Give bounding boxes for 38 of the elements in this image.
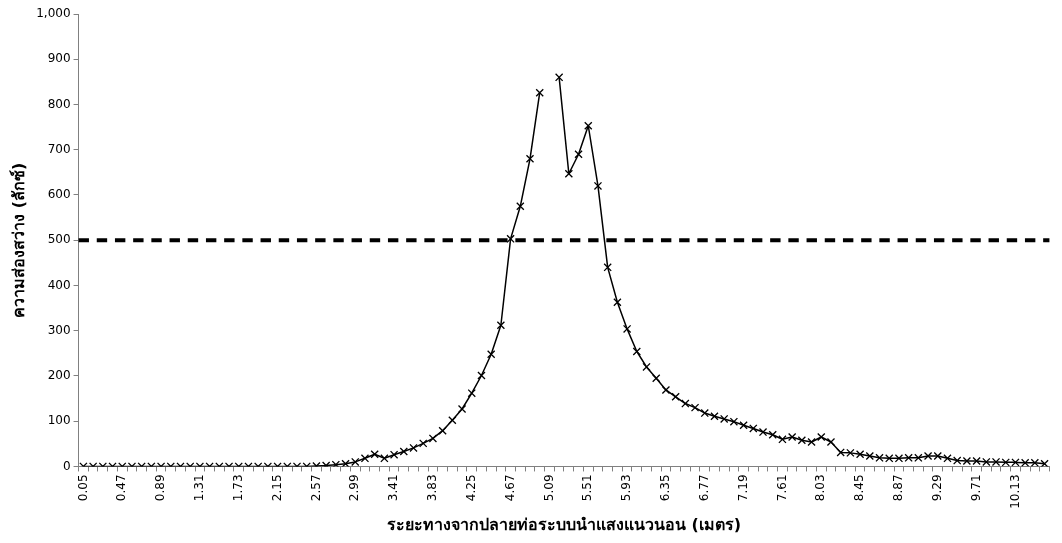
x-tick-label: 2.15 [269, 474, 284, 502]
x-tick-label: 8.45 [852, 474, 867, 502]
y-tick-label: 800 [47, 96, 71, 111]
x-tick-label: 0.47 [114, 474, 129, 502]
x-tick-label: 5.93 [619, 474, 634, 502]
x-tick-label: 8.03 [813, 474, 828, 502]
x-tick-label: 8.87 [891, 474, 906, 502]
x-tick-label: 6.77 [696, 474, 711, 502]
x-tick-label: 5.09 [541, 474, 556, 502]
x-tick-label: 7.61 [774, 474, 789, 502]
x-tick-label: 1.31 [192, 474, 207, 502]
x-tick-label: 5.51 [580, 474, 595, 502]
x-tick-label: 2.99 [347, 474, 362, 502]
y-tick-label: 700 [47, 141, 71, 156]
x-tick-label: 3.83 [425, 474, 440, 502]
y-tick-label: 200 [47, 368, 71, 383]
x-tick-label: 2.57 [308, 474, 323, 502]
x-axis-title: ระยะทางจากปลายท่อระบบนำแสงแนวนอน (เมตร) [386, 514, 742, 534]
x-tick-label: 9.29 [929, 474, 944, 502]
x-tick-label: 0.89 [153, 474, 168, 502]
x-tick-label: 1.73 [230, 474, 245, 502]
x-tick-label: 10.13 [1007, 474, 1022, 509]
y-tick-label: 0 [62, 458, 71, 473]
y-tick-label: 300 [47, 322, 71, 337]
x-tick-label: 4.25 [463, 474, 478, 502]
y-tick-label: 100 [47, 413, 71, 428]
y-tick-label: 500 [47, 232, 71, 247]
x-tick-label: 7.19 [735, 474, 750, 502]
x-tick-label: 9.71 [968, 474, 983, 502]
x-tick-label: 6.35 [658, 474, 673, 502]
x-tick-label: 3.41 [386, 474, 401, 502]
y-tick-label: 1,000 [36, 6, 71, 21]
y-tick-label: 600 [47, 187, 71, 202]
x-tick-label: 0.05 [75, 474, 90, 502]
y-tick-label: 400 [47, 277, 71, 292]
x-tick-label: 4.67 [502, 474, 517, 502]
y-axis-title: ความส่องสว่าง (ลักซ์) [8, 162, 28, 318]
y-tick-label: 900 [47, 51, 71, 66]
